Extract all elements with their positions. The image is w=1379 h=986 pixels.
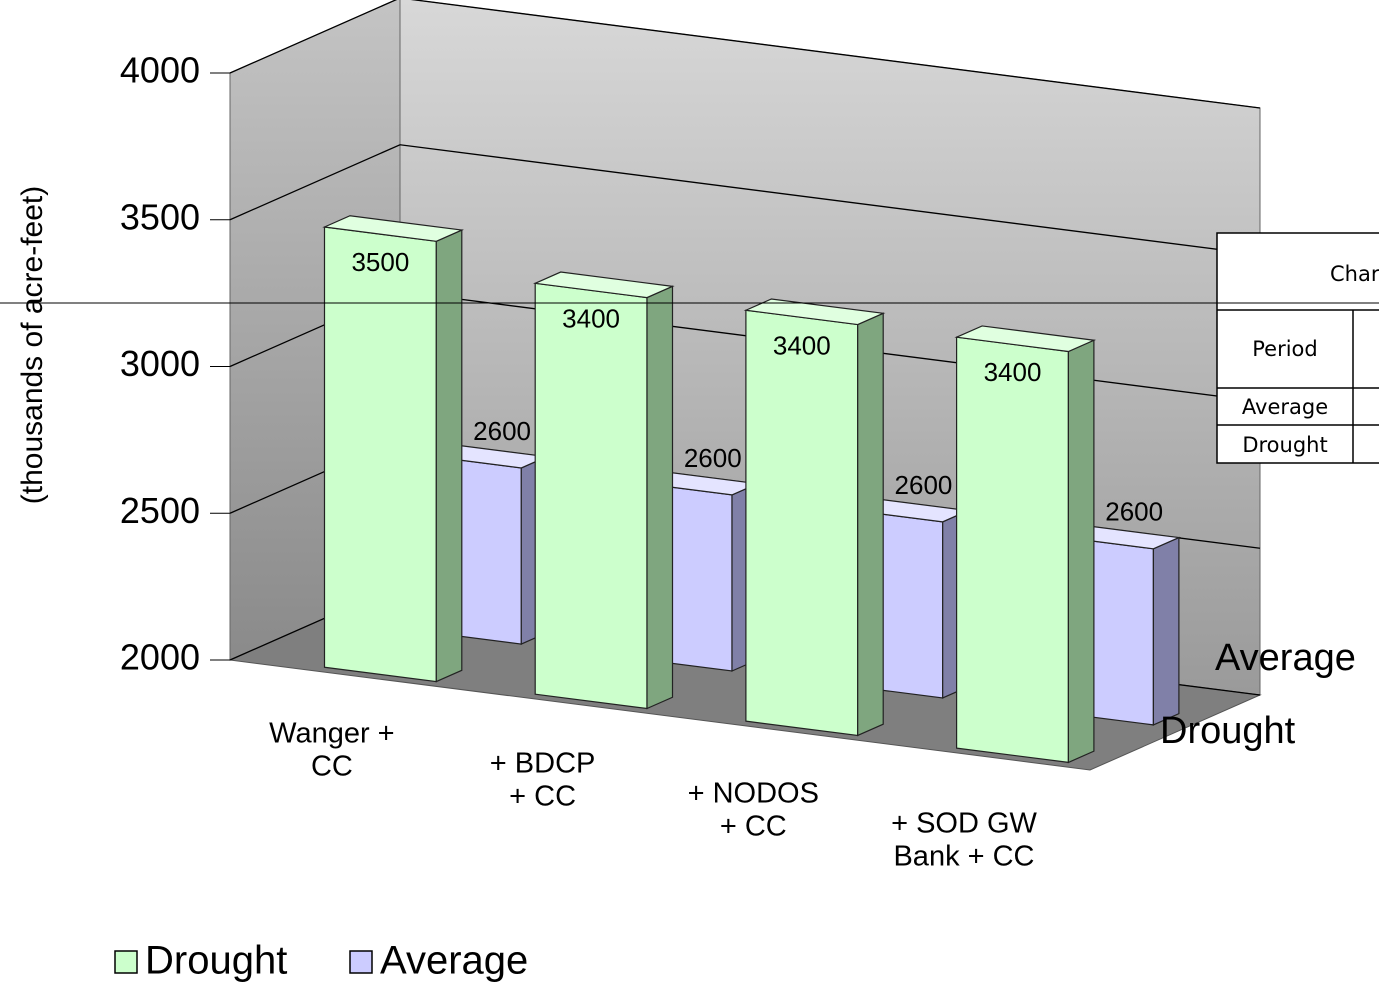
data-label: 2600 — [895, 470, 953, 500]
data-label: 2600 — [684, 443, 742, 473]
bar-top — [954, 325, 1097, 353]
x-tick-label: + BDCP — [490, 748, 596, 780]
bar-side — [857, 312, 884, 737]
y-tick-label: 3500 — [120, 196, 200, 237]
bar-side — [435, 229, 463, 683]
data-label: 3500 — [351, 247, 409, 277]
bar — [322, 215, 465, 683]
bar-side — [1067, 339, 1095, 764]
data-label: 3400 — [562, 303, 620, 333]
table-title: Char — [1330, 262, 1379, 286]
table-cell: Average — [1242, 395, 1328, 419]
grid-line — [229, 0, 1261, 109]
x-tick-label: CC — [311, 751, 353, 783]
table-fragment: Char Period Average Drought — [1216, 232, 1379, 464]
data-label: 3400 — [773, 330, 831, 360]
bar-front — [534, 282, 648, 710]
x-tick-label: + NODOS — [688, 778, 819, 810]
data-label: 2600 — [473, 416, 531, 446]
y-tick-label: 2000 — [120, 637, 200, 678]
y-tick-label: 3000 — [120, 343, 200, 384]
legend-label: Average — [380, 939, 528, 983]
grid-line — [229, 144, 1261, 256]
bar-front — [955, 336, 1070, 764]
legend-swatch — [349, 950, 373, 974]
x-tick-label: Wanger + — [269, 718, 394, 750]
table-cell: Drought — [1242, 433, 1327, 457]
y-tick-label: 4000 — [120, 50, 200, 91]
legend-swatch — [114, 950, 138, 974]
x-tick-label: + CC — [509, 781, 576, 813]
bar — [532, 271, 675, 710]
bar-side — [1152, 536, 1180, 726]
y-axis-label: (thousands of acre-feet) — [16, 186, 49, 505]
bar — [954, 325, 1097, 764]
y-tick-label: 2500 — [120, 490, 200, 531]
data-label: 2600 — [1105, 497, 1163, 527]
bar-front — [323, 226, 437, 683]
x-tick-label: + SOD GW — [891, 808, 1037, 840]
bar-side — [646, 285, 674, 710]
bar-top — [532, 271, 675, 299]
plot-area — [210, 0, 1262, 771]
legend-label: Drought — [145, 939, 287, 983]
x-tick-label: Bank + CC — [893, 841, 1034, 873]
x-tick-label: + CC — [720, 811, 787, 843]
bar-front — [745, 309, 859, 737]
depth-label: Average — [1215, 637, 1356, 679]
table-header: Period — [1252, 337, 1317, 361]
bar-top — [322, 215, 465, 242]
depth-label: Drought — [1160, 710, 1296, 752]
data-label: 3400 — [984, 357, 1042, 387]
bar — [743, 298, 886, 737]
